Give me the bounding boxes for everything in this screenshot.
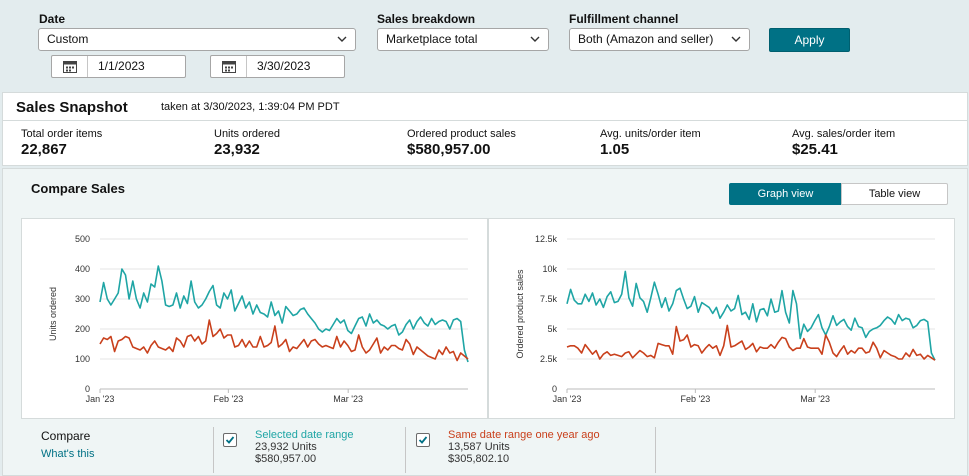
x-tick-label: Mar '23 [333,394,363,404]
graph-view-button[interactable]: Graph view [729,183,842,205]
end-date-field[interactable]: 3/30/2023 [210,55,345,78]
table-view-button[interactable]: Table view [841,183,948,205]
end-date-value: 3/30/2023 [257,59,311,73]
snapshot-header: Sales Snapshot taken at 3/30/2023, 1:39:… [3,93,967,121]
fulfillment-channel-select[interactable]: Both (Amazon and seller) [569,28,750,51]
metric-avg-sales-per-order-item: Avg. sales/order item $25.41 [792,128,895,159]
sales-snapshot-panel: Sales Snapshot taken at 3/30/2023, 1:39:… [2,92,968,166]
series-line-selected-range [99,265,469,363]
calendar-icon [63,61,77,73]
checkmark-icon [418,436,428,444]
metric-units-ordered: Units ordered 23,932 [214,128,280,159]
snapshot-title: Sales Snapshot [16,99,128,116]
metric-ordered-product-sales: Ordered product sales $580,957.00 [407,128,516,159]
sales-breakdown-value: Marketplace total [386,32,478,46]
y-tick-label: 12.5k [535,234,558,244]
start-date-value: 1/1/2023 [98,59,145,73]
metric-label: Units ordered [214,128,281,140]
date-range-select[interactable]: Custom [38,28,356,51]
metric-label: Avg. sales/order item [792,128,896,140]
y-tick-label: 0 [552,384,557,394]
calendar-icon [222,61,236,73]
metric-total-order-items: Total order items 22,867 [21,128,102,159]
legend-series-name: Selected date range [255,429,354,441]
chevron-down-icon [731,36,741,42]
x-tick-label: Feb '23 [680,394,710,404]
metric-value: $25.41 [792,141,838,158]
x-tick-label: Mar '23 [800,394,830,404]
metric-label: Ordered product sales [407,128,516,140]
series-line-previous-year [99,319,469,362]
filter-bar: Date Custom 1/1/2023 3/30/2023 Sales bre [0,0,969,92]
legend-units: 23,932 Units [255,441,317,453]
selected-range-checkbox[interactable] [223,433,237,447]
legend-sales: $580,957.00 [255,453,317,465]
metric-value: 23,932 [214,141,260,158]
metric-value: 1.05 [600,141,630,158]
metric-avg-units-per-order-item: Avg. units/order item 1.05 [600,128,701,159]
ordered-product-sales-chart: 0 2.5k 5k 7.5k 10k 12.5k Jan '23 Feb '23 Mar '23… [488,218,955,419]
y-tick-label: 200 [75,324,90,334]
date-label: Date [39,12,66,26]
y-tick-label: 2.5k [540,354,558,364]
series-line-previous-year [566,324,936,361]
y-tick-label: 300 [75,294,90,304]
metric-value: $580,957.00 [407,141,491,158]
compare-sales-panel: Compare Sales Graph view Table view 0 100… [2,168,968,476]
compare-sales-title: Compare Sales [31,181,125,196]
series-line-selected-range [566,270,936,361]
y-tick-label: 100 [75,354,90,364]
units-ordered-chart: 0 100 200 300 400 500 Jan '23 Feb '23 Mar '23 Uni… [21,218,488,419]
y-tick-label: 7.5k [540,294,558,304]
chevron-down-icon [337,36,347,42]
date-range-value: Custom [47,32,89,46]
checkmark-icon [225,436,235,444]
legend-divider [213,427,214,473]
y-tick-label: 400 [75,264,90,274]
calendar-button[interactable] [211,56,247,77]
sales-breakdown-label: Sales breakdown [377,12,476,26]
legend-sales: $305,802.10 [448,453,510,465]
metric-value: 22,867 [21,141,67,158]
whats-this-link[interactable]: What's this [41,448,95,460]
chevron-down-icon [530,36,540,42]
metric-label: Total order items [21,128,103,140]
y-axis-label: Ordered product sales [515,269,525,359]
legend-divider [655,427,656,473]
calendar-button[interactable] [52,56,88,77]
legend-series-name: Same date range one year ago [448,429,600,441]
start-date-field[interactable]: 1/1/2023 [51,55,186,78]
y-tick-label: 500 [75,234,90,244]
sales-breakdown-select[interactable]: Marketplace total [377,28,549,51]
apply-button[interactable]: Apply [769,28,850,52]
snapshot-timestamp: taken at 3/30/2023, 1:39:04 PM PDT [161,101,340,113]
compare-legend-title: Compare [41,429,91,443]
metric-label: Avg. units/order item [600,128,701,140]
legend-units: 13,587 Units [448,441,510,453]
y-tick-label: 10k [542,264,557,274]
ordered-product-sales-chart-svg: 0 2.5k 5k 7.5k 10k 12.5k Jan '23 Feb '23 Mar '23… [515,234,936,404]
units-ordered-chart-svg: 0 100 200 300 400 500 Jan '23 Feb '23 Mar '23 Uni… [48,234,469,404]
x-tick-label: Jan '23 [553,394,582,404]
fulfillment-channel-value: Both (Amazon and seller) [578,32,714,46]
fulfillment-channel-label: Fulfillment channel [569,12,679,26]
previous-range-checkbox[interactable] [416,433,430,447]
x-tick-label: Feb '23 [213,394,243,404]
legend-divider [405,427,406,473]
x-tick-label: Jan '23 [86,394,115,404]
y-tick-label: 0 [85,384,90,394]
y-tick-label: 5k [547,324,557,334]
y-axis-label: Units ordered [48,287,58,341]
